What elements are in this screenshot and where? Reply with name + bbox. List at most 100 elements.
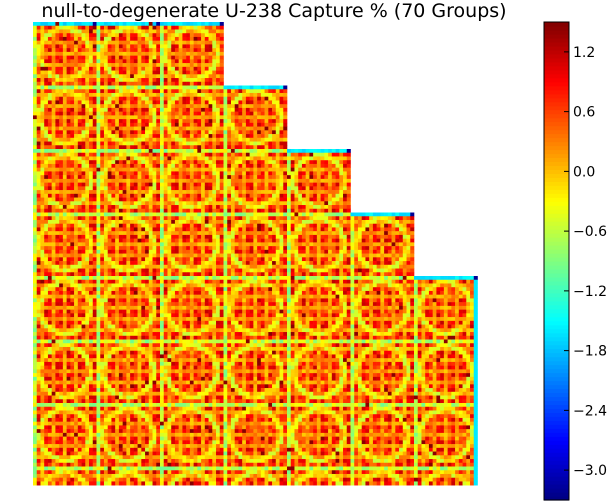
heatmap-cell — [163, 100, 168, 105]
heatmap-cell — [156, 283, 161, 288]
heatmap-cell — [47, 171, 52, 176]
heatmap-cell — [122, 111, 127, 116]
heatmap-cell — [148, 425, 153, 430]
heatmap-cell — [167, 115, 172, 120]
heatmap-cell — [74, 219, 79, 225]
heatmap-cell — [167, 219, 172, 225]
heatmap-cell — [66, 33, 71, 38]
heatmap-cell — [178, 451, 183, 456]
heatmap-cell — [51, 126, 56, 131]
heatmap-cell — [133, 205, 138, 210]
heatmap-cell — [152, 290, 157, 295]
heatmap-cell — [55, 414, 60, 419]
heatmap-cell — [118, 298, 123, 303]
heatmap-cell — [40, 231, 45, 236]
heatmap-cell — [55, 167, 60, 172]
heatmap-cell — [133, 477, 138, 482]
heatmap-cell — [103, 410, 109, 415]
heatmap-cell — [96, 358, 101, 363]
heatmap-cell — [167, 477, 172, 482]
heatmap-cell — [62, 335, 67, 340]
heatmap-cell — [62, 272, 67, 277]
heatmap-cell — [36, 193, 41, 198]
heatmap-cell — [171, 231, 176, 236]
heatmap-cell — [77, 272, 82, 277]
heatmap-cell — [100, 346, 105, 352]
heatmap-cell — [51, 317, 56, 322]
heatmap-cell — [100, 253, 105, 258]
heatmap-cell — [137, 227, 142, 232]
heatmap-cell — [62, 29, 67, 34]
heatmap-cell — [44, 182, 49, 187]
heatmap-cell — [55, 343, 60, 348]
heatmap-cell — [103, 25, 109, 30]
heatmap-cell — [130, 55, 135, 60]
heatmap-cell — [51, 279, 56, 284]
heatmap-cell — [141, 201, 146, 206]
heatmap-cell — [133, 294, 138, 299]
heatmap-cell — [137, 219, 142, 225]
heatmap-cell — [133, 59, 138, 64]
heatmap-cell — [130, 462, 135, 467]
heatmap-cell — [174, 414, 179, 419]
heatmap-cell — [40, 279, 45, 284]
heatmap-cell — [160, 141, 165, 146]
heatmap-cell — [62, 391, 67, 396]
heatmap-cell — [141, 130, 146, 135]
heatmap-cell — [145, 205, 150, 210]
heatmap-cell — [51, 305, 56, 310]
heatmap-cell — [133, 234, 138, 239]
heatmap-cell — [156, 444, 161, 449]
heatmap-cell — [51, 145, 56, 150]
heatmap-cell — [178, 22, 183, 27]
heatmap-cell — [40, 376, 45, 381]
heatmap-cell — [47, 152, 52, 157]
heatmap-cell — [100, 279, 105, 284]
heatmap-cell — [96, 373, 101, 378]
heatmap-cell — [33, 276, 38, 281]
heatmap-cell — [133, 264, 138, 269]
heatmap-cell — [74, 399, 79, 404]
heatmap-cell — [160, 417, 165, 422]
heatmap-cell — [122, 212, 127, 217]
heatmap-cell — [62, 302, 67, 307]
heatmap-cell — [122, 257, 127, 262]
heatmap-cell — [126, 205, 131, 210]
heatmap-cell — [66, 354, 71, 359]
heatmap-cell — [178, 294, 183, 299]
heatmap-cell — [160, 302, 165, 307]
heatmap-cell — [92, 462, 97, 467]
heatmap-cell — [51, 268, 56, 273]
heatmap-cell — [33, 40, 38, 45]
heatmap-cell — [126, 444, 131, 449]
heatmap-cell — [77, 451, 82, 456]
heatmap-cell — [74, 119, 79, 124]
heatmap-cell — [160, 212, 165, 217]
heatmap-cell — [107, 66, 112, 71]
heatmap-cell — [145, 51, 150, 56]
heatmap-cell — [111, 29, 116, 34]
heatmap-cell — [55, 145, 60, 150]
heatmap-cell — [33, 466, 38, 471]
heatmap-cell — [152, 354, 157, 359]
heatmap-cell — [55, 481, 60, 486]
heatmap-cell — [126, 51, 131, 56]
heatmap-cell — [111, 66, 116, 71]
heatmap-cell — [111, 107, 116, 112]
heatmap-cell — [126, 100, 131, 105]
heatmap-cell — [160, 294, 165, 299]
heatmap-cell — [47, 459, 52, 464]
heatmap-cell — [122, 283, 127, 288]
heatmap-cell — [103, 201, 109, 206]
heatmap-cell — [145, 358, 150, 363]
heatmap-cell — [122, 466, 127, 471]
heatmap-cell — [51, 429, 56, 434]
heatmap-cell — [160, 309, 165, 314]
heatmap-cell — [92, 205, 97, 210]
heatmap-cell — [152, 66, 157, 71]
heatmap-cell — [59, 119, 64, 124]
heatmap-cell — [152, 197, 157, 202]
heatmap-cell — [100, 432, 105, 437]
heatmap-cell — [103, 156, 109, 161]
heatmap-cell — [59, 190, 64, 195]
